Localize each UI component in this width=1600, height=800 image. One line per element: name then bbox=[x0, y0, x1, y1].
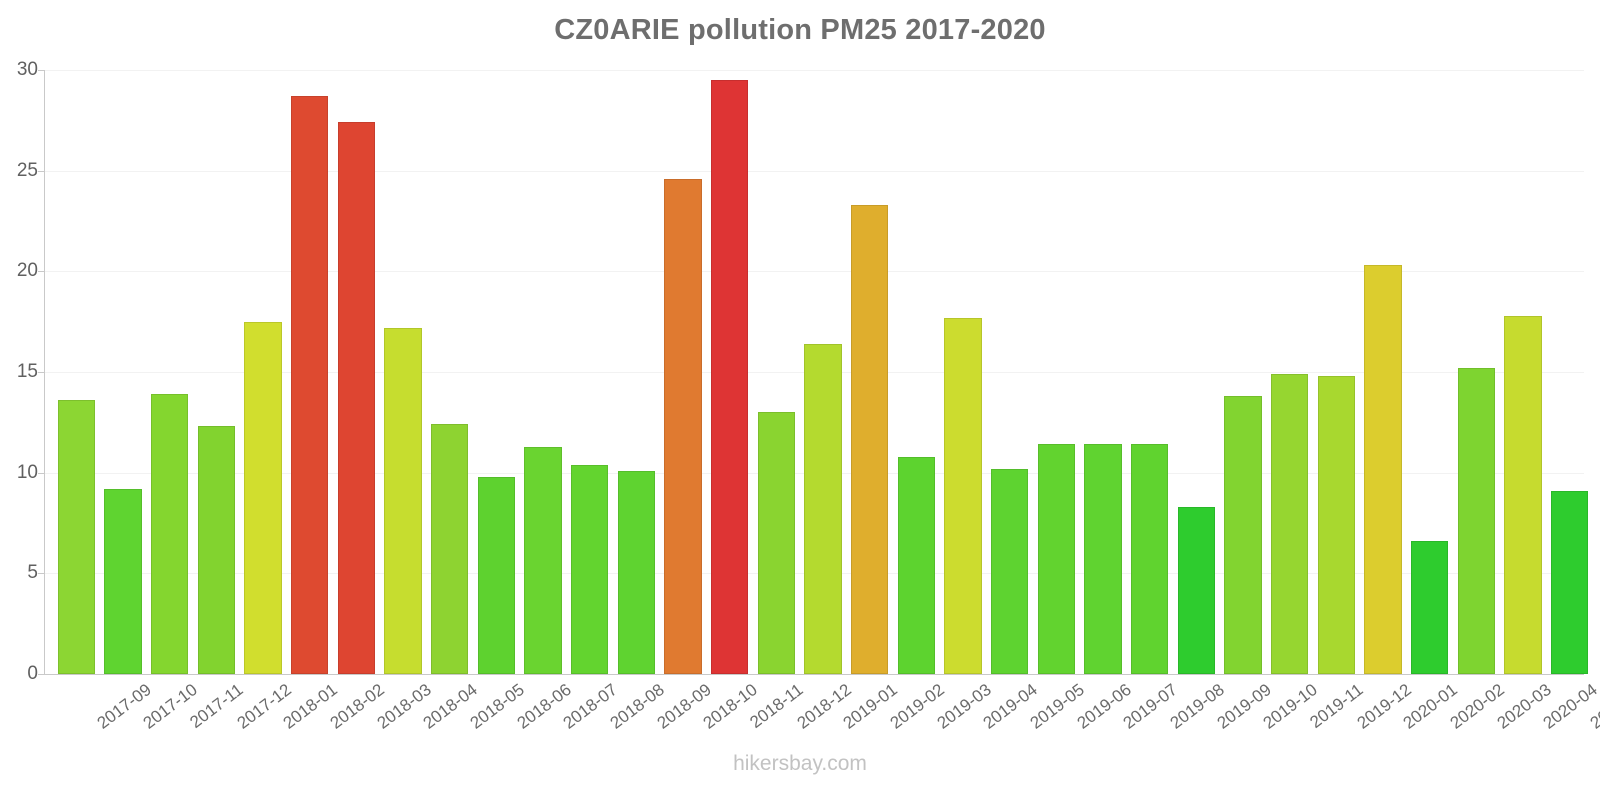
y-tick-mark bbox=[38, 674, 44, 675]
bar[interactable] bbox=[244, 321, 282, 674]
bar[interactable] bbox=[804, 343, 842, 674]
bar[interactable] bbox=[944, 317, 982, 674]
y-tick-label: 15 bbox=[16, 361, 38, 382]
y-tick-label: 10 bbox=[16, 461, 38, 483]
bar[interactable] bbox=[664, 178, 702, 674]
y-tick-label: 25 bbox=[16, 159, 38, 181]
y-tick-mark bbox=[38, 372, 44, 373]
footer-credit: hikersbay.com bbox=[733, 752, 867, 775]
bar[interactable] bbox=[711, 80, 749, 674]
bar[interactable] bbox=[1084, 444, 1122, 674]
x-axis-line bbox=[44, 674, 1584, 675]
bar[interactable] bbox=[104, 488, 142, 674]
bar[interactable] bbox=[1224, 396, 1262, 674]
bar[interactable] bbox=[384, 327, 422, 674]
bar[interactable] bbox=[1504, 315, 1542, 674]
bar[interactable] bbox=[1177, 506, 1215, 674]
bar[interactable] bbox=[431, 424, 469, 674]
bar[interactable] bbox=[57, 400, 95, 674]
bar[interactable] bbox=[477, 476, 515, 674]
bar[interactable] bbox=[1317, 376, 1355, 674]
gridline bbox=[44, 170, 1584, 172]
bar[interactable] bbox=[991, 468, 1029, 674]
bar[interactable] bbox=[337, 122, 375, 674]
y-tick-label: 20 bbox=[16, 260, 38, 282]
y-tick-mark bbox=[38, 472, 44, 474]
gridline bbox=[44, 271, 1584, 273]
bar[interactable] bbox=[1411, 541, 1449, 674]
y-tick-label: 0 bbox=[27, 663, 38, 684]
bar[interactable] bbox=[197, 426, 235, 674]
y-tick-mark bbox=[38, 70, 44, 71]
bar[interactable] bbox=[897, 456, 935, 674]
bar[interactable] bbox=[1271, 374, 1309, 674]
y-tick-mark bbox=[38, 573, 44, 575]
bar[interactable] bbox=[1364, 265, 1402, 674]
y-tick-mark bbox=[38, 271, 44, 273]
chart-title: CZ0ARIE pollution PM25 2017-2020 bbox=[554, 14, 1046, 46]
bar[interactable] bbox=[1551, 490, 1589, 674]
y-tick-label: 30 bbox=[16, 59, 38, 80]
bar[interactable] bbox=[1037, 444, 1075, 674]
y-axis-line bbox=[44, 70, 45, 674]
gridline bbox=[44, 70, 1584, 71]
bar[interactable] bbox=[757, 412, 795, 674]
bar[interactable] bbox=[571, 464, 609, 674]
bar[interactable] bbox=[524, 446, 562, 674]
y-tick-label: 5 bbox=[27, 562, 38, 584]
bar[interactable] bbox=[617, 470, 655, 674]
y-tick-mark bbox=[38, 170, 44, 172]
bar[interactable] bbox=[1131, 444, 1169, 674]
bar[interactable] bbox=[151, 394, 189, 674]
plot-area bbox=[38, 70, 1589, 675]
bar[interactable] bbox=[1457, 367, 1495, 674]
bar[interactable] bbox=[291, 96, 329, 674]
y-axis-tick-labels: 0 5 10 15 20 25 30 bbox=[0, 60, 38, 683]
bar[interactable] bbox=[851, 204, 889, 674]
